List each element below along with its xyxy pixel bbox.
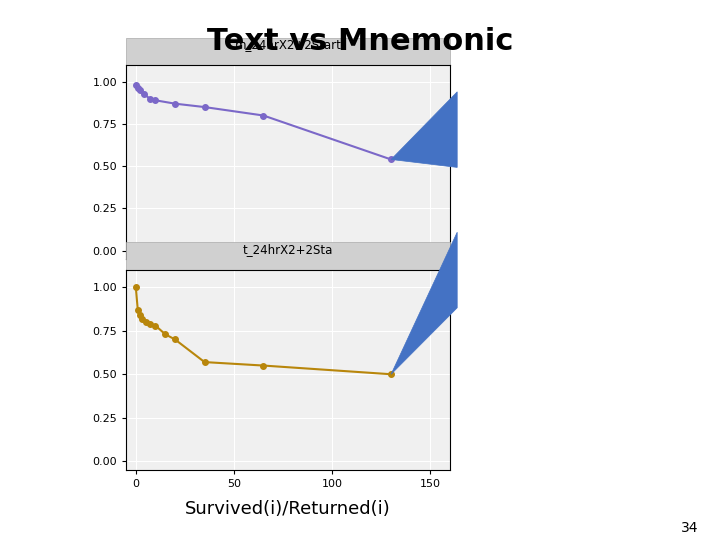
FancyBboxPatch shape [126,38,450,65]
Text: Text vs Mnemonic: Text vs Mnemonic [207,27,513,56]
Text: t_24hrX2+2Sta: t_24hrX2+2Sta [243,243,333,256]
Text: m_24hrX2+2Start: m_24hrX2+2Start [235,38,341,51]
Text: Advantage is
not
statistically
significant: Advantage is not statistically significa… [519,160,636,240]
FancyBboxPatch shape [126,242,450,270]
Text: 34: 34 [681,521,698,535]
Text: Survived(i)/Returned(i): Survived(i)/Returned(i) [185,501,391,518]
